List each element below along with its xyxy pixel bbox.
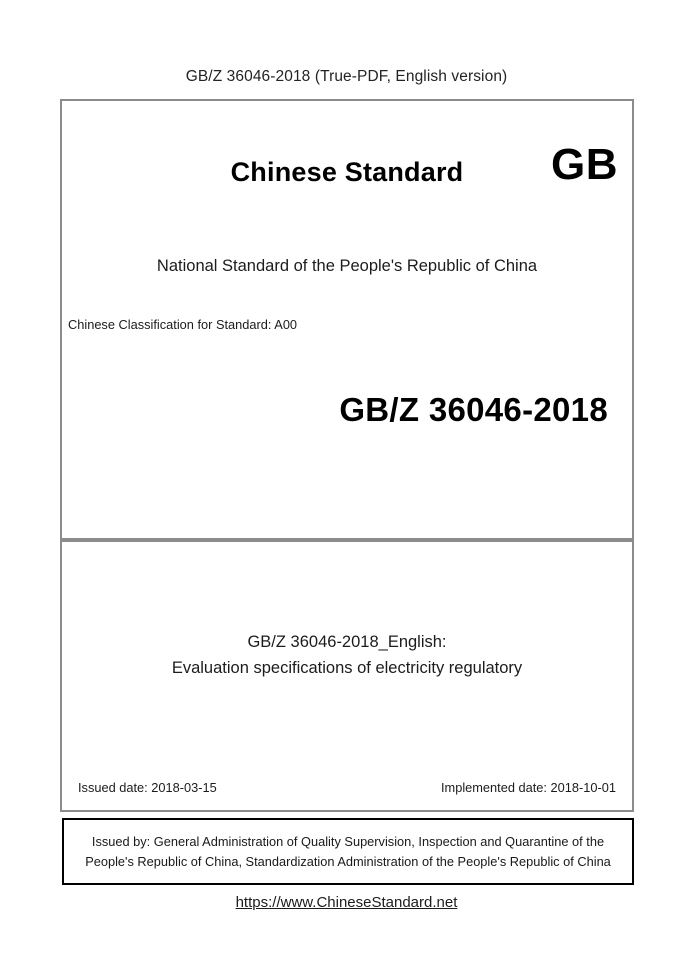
- classification-line: Chinese Classification for Standard: A00: [68, 317, 298, 332]
- document-title-line-1: GB/Z 36046-2018_English:: [247, 633, 447, 651]
- standard-number: GB/Z 36046-2018: [339, 391, 608, 428]
- document-title-block: GB/Z 36046-2018_English: Evaluation spec…: [62, 630, 632, 681]
- cover-upper-frame: Chinese Standard GB National Standard of…: [60, 99, 634, 540]
- cover-middle-frame: GB/Z 36046-2018_English: Evaluation spec…: [60, 540, 634, 812]
- implemented-date: Implemented date: 2018-10-01: [440, 780, 616, 795]
- issuer-box: Issued by: General Administration of Qua…: [62, 818, 634, 885]
- dates-row: Issued date: 2018-03-15 Implemented date…: [78, 780, 616, 795]
- gb-logo-mark: GB: [551, 140, 618, 189]
- national-standard-line: National Standard of the People's Republ…: [156, 257, 538, 275]
- document-title-line-2: Evaluation specifications of electricity…: [171, 658, 523, 677]
- document-header-caption: GB/Z 36046-2018 (True-PDF, English versi…: [185, 68, 508, 85]
- standard-heading: Chinese Standard: [230, 157, 464, 187]
- issuer-text: Issued by: General Administration of Qua…: [85, 834, 611, 869]
- issued-date: Issued date: 2018-03-15: [78, 780, 217, 795]
- footer-website-url[interactable]: https://www.ChineseStandard.net: [235, 894, 458, 911]
